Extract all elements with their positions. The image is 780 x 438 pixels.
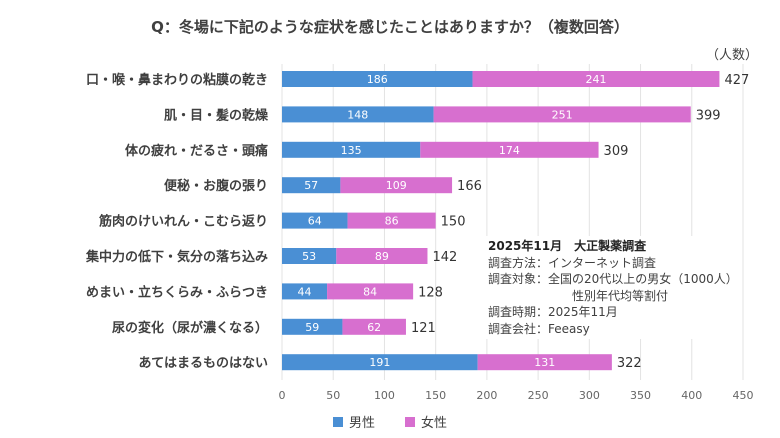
bar-value-label: 174 (499, 144, 520, 157)
x-tick-label: 0 (279, 389, 286, 402)
bar-value-label: 84 (363, 285, 377, 298)
survey-note: 2025年11月 大正製薬調査 調査方法：インターネット調査 調査対象：全国の2… (484, 236, 742, 339)
chart-title: Q：冬場に下記のような症状を感じたことはありますか？（複数回答） (151, 18, 629, 36)
bar-value-label: 59 (305, 321, 319, 334)
note-line: 調査方法：インターネット調査 (488, 255, 657, 270)
total-label: 322 (617, 356, 642, 371)
note-heading: 2025年11月 大正製薬調査 (488, 239, 647, 253)
x-tick-label: 450 (733, 389, 754, 402)
bar-value-label: 53 (302, 250, 316, 263)
legend-item-female: 女性 (405, 412, 447, 431)
x-tick-label: 400 (681, 389, 702, 402)
bar-value-label: 64 (308, 215, 322, 228)
category-label: 体の疲れ・だるさ・頭痛 (125, 143, 268, 159)
x-tick-label: 150 (425, 389, 446, 402)
bar-segment-female (327, 283, 414, 300)
bar-segment-male (282, 283, 328, 300)
note-line: 調査時期：2025年11月 (488, 305, 618, 319)
bar-segment-male (282, 106, 434, 123)
bar-value-label: 241 (585, 73, 606, 86)
bar-segment-male (282, 248, 337, 264)
legend-swatch (332, 416, 343, 427)
note-line: 調査会社：Feeasy (488, 321, 590, 336)
bar-value-label: 109 (386, 179, 407, 192)
bar-segment-female (420, 141, 599, 158)
bar-value-label: 135 (341, 144, 362, 157)
bar-value-label: 191 (369, 356, 390, 369)
bar-segment-female (433, 106, 691, 123)
category-label: あてはまるものはない (139, 356, 268, 371)
x-tick-label: 250 (528, 389, 549, 402)
bar-segment-female (472, 71, 720, 87)
bar-segment-male (282, 318, 343, 335)
category-label: 肌・目・髪の乾燥 (164, 107, 269, 123)
bar-value-label: 44 (298, 285, 312, 298)
x-tick-label: 100 (374, 389, 395, 402)
x-tick-label: 350 (630, 389, 651, 402)
x-tick-label: 200 (476, 389, 497, 402)
total-label: 309 (604, 144, 629, 159)
bar-value-label: 186 (367, 73, 388, 86)
legend-label: 女性 (421, 416, 448, 431)
category-label: 口・喉・鼻まわりの粘膜の乾き (86, 72, 268, 88)
bar-segment-male (282, 177, 341, 194)
unit-label: （人数） (705, 48, 758, 63)
bar-value-label: 86 (385, 215, 399, 228)
note-line: 性別年代均等割付 (572, 288, 669, 303)
total-label: 150 (441, 215, 466, 230)
category-label: 集中力の低下・気分の落ち込み (85, 249, 268, 265)
x-tick-label: 300 (579, 389, 600, 402)
total-label: 121 (411, 321, 436, 336)
bar-value-label: 148 (347, 108, 368, 121)
bar-value-label: 131 (534, 356, 555, 369)
bar-segment-female (336, 248, 428, 264)
category-label: 尿の変化（尿が濃くなる） (112, 320, 268, 336)
total-label: 399 (696, 108, 721, 123)
legend: 男性 女性 (0, 412, 780, 431)
note-line: 調査対象：全国の20代以上の男女（1000人） (488, 272, 738, 286)
bar-segment-male (282, 212, 348, 229)
x-tick-label: 50 (326, 389, 340, 402)
bar-segment-male (282, 354, 478, 371)
bar-value-label: 57 (304, 179, 318, 192)
legend-swatch (405, 416, 415, 427)
total-label: 142 (432, 250, 457, 265)
bar-value-label: 62 (367, 321, 381, 334)
bar-segment-female (477, 354, 612, 371)
legend-item-male: 男性 (332, 412, 375, 431)
bar-segment-male (282, 141, 421, 158)
category-label: めまい・立ちくらみ・ふらつき (86, 284, 268, 300)
bar-value-label: 251 (552, 108, 573, 121)
total-label: 427 (724, 73, 749, 88)
bar-segment-male (282, 71, 473, 87)
total-label: 128 (418, 285, 443, 300)
category-label: 筋肉のけいれん・こむら返り (98, 214, 268, 230)
legend-label: 男性 (348, 416, 375, 431)
bar-value-label: 89 (375, 250, 389, 263)
category-label: 便秘・お腹の張り (164, 178, 268, 194)
total-label: 166 (457, 179, 482, 194)
bar-segment-female (342, 318, 406, 335)
bar-segment-female (347, 212, 436, 229)
bar-segment-female (340, 177, 453, 194)
